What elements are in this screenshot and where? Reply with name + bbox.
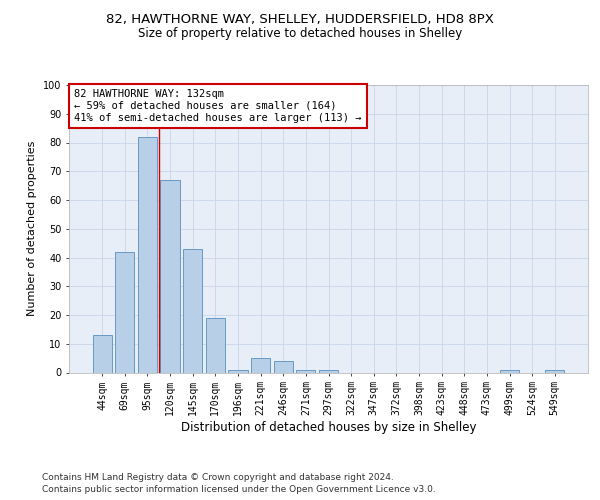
Text: Contains HM Land Registry data © Crown copyright and database right 2024.: Contains HM Land Registry data © Crown c… <box>42 472 394 482</box>
Y-axis label: Number of detached properties: Number of detached properties <box>28 141 37 316</box>
Bar <box>296 370 316 372</box>
Bar <box>138 136 157 372</box>
Bar <box>115 252 134 372</box>
Text: Size of property relative to detached houses in Shelley: Size of property relative to detached ho… <box>138 28 462 40</box>
Text: 82, HAWTHORNE WAY, SHELLEY, HUDDERSFIELD, HD8 8PX: 82, HAWTHORNE WAY, SHELLEY, HUDDERSFIELD… <box>106 12 494 26</box>
Bar <box>545 370 565 372</box>
Bar <box>183 249 202 372</box>
Text: 82 HAWTHORNE WAY: 132sqm
← 59% of detached houses are smaller (164)
41% of semi-: 82 HAWTHORNE WAY: 132sqm ← 59% of detach… <box>74 90 362 122</box>
Bar <box>274 361 293 372</box>
Text: Contains public sector information licensed under the Open Government Licence v3: Contains public sector information licen… <box>42 485 436 494</box>
Bar <box>251 358 270 372</box>
Bar <box>500 370 519 372</box>
Bar <box>92 335 112 372</box>
Bar <box>206 318 225 372</box>
Bar <box>160 180 180 372</box>
X-axis label: Distribution of detached houses by size in Shelley: Distribution of detached houses by size … <box>181 421 476 434</box>
Bar <box>229 370 248 372</box>
Bar <box>319 370 338 372</box>
